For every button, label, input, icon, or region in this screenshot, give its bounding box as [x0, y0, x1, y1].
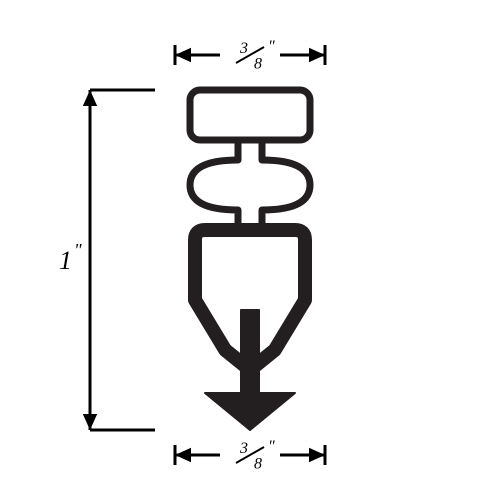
- dimension-width-top: 38 ": [175, 38, 325, 73]
- dimension-height: 1": [59, 90, 155, 430]
- gasket-profile-diagram: 1"38"38": [0, 0, 500, 500]
- dimension-height-unit: ": [74, 240, 82, 260]
- dimension-width-top-unit: ": [268, 38, 275, 55]
- dimension-width-top-denominator: 8: [254, 56, 262, 73]
- dimension-width-bottom-unit: ": [268, 438, 275, 455]
- dimension-width-bottom-denominator: 8: [254, 456, 262, 473]
- dimension-width-bottom: 38 ": [175, 438, 325, 473]
- profile-lobe: [190, 140, 310, 230]
- profile-top-rect: [190, 90, 310, 140]
- dimension-height-label: 1: [59, 246, 72, 275]
- dimension-width-top-numerator: 3: [239, 40, 248, 57]
- dimension-width-bottom-numerator: 3: [239, 440, 248, 457]
